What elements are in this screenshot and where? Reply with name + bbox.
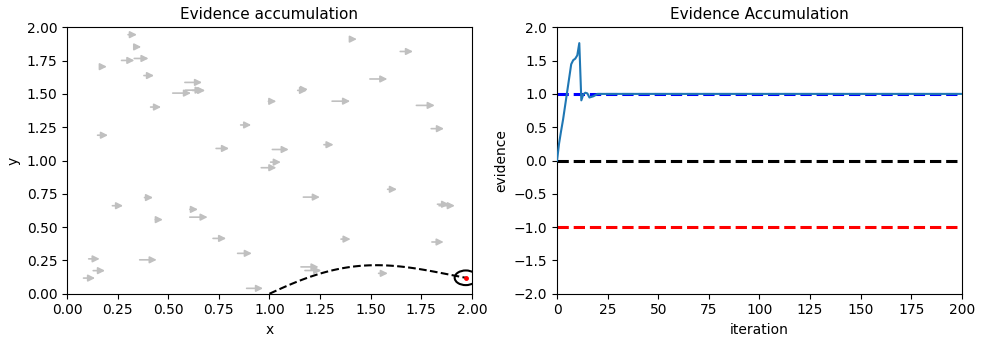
Title: Evidence accumulation: Evidence accumulation	[181, 7, 358, 22]
Title: Evidence Accumulation: Evidence Accumulation	[670, 7, 848, 22]
Y-axis label: y: y	[7, 157, 21, 165]
X-axis label: iteration: iteration	[730, 323, 789, 337]
X-axis label: x: x	[265, 323, 274, 337]
Y-axis label: evidence: evidence	[494, 129, 508, 192]
